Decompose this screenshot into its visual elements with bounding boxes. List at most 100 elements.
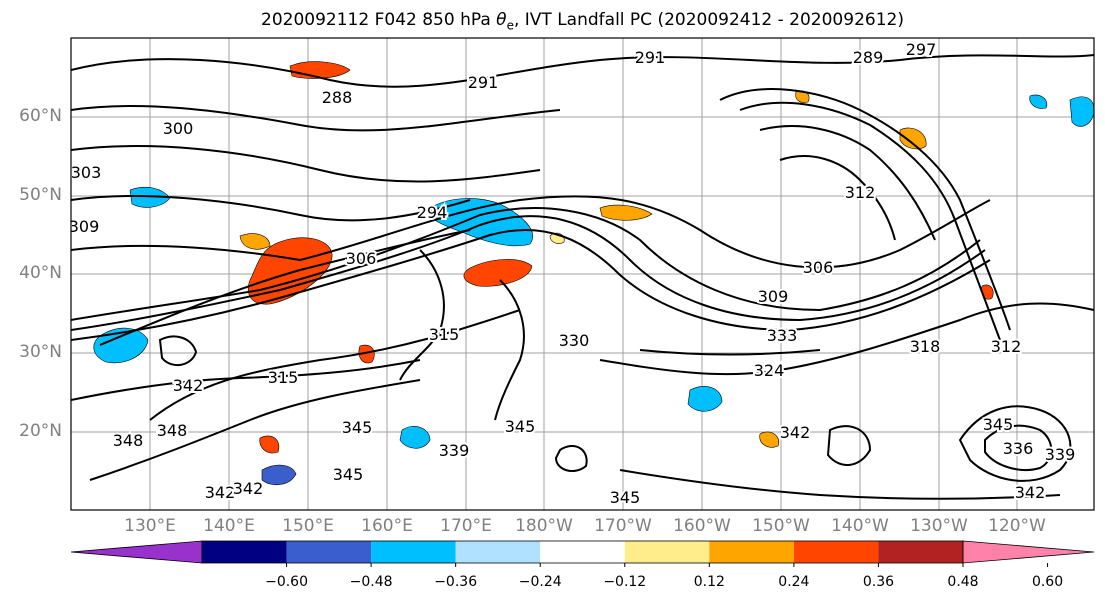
contour-label: 294 [417, 203, 448, 222]
contour-line [599, 302, 1094, 376]
colorbar-segment [202, 541, 287, 563]
colorbar-segment [878, 541, 963, 563]
latitude-label: 30°N [19, 342, 62, 362]
shaded-region [239, 233, 271, 250]
longitude-label: 130°E [124, 516, 176, 536]
contour-line [71, 105, 561, 132]
contour-label: 315 [268, 368, 299, 387]
contour-line [984, 424, 1053, 472]
theta-e-contours [71, 54, 1094, 500]
contour-label: 306 [803, 258, 834, 277]
colorbar-tick-label: 0.24 [778, 574, 810, 590]
map-frame [70, 37, 1095, 511]
contour-line [759, 125, 936, 241]
colorbar-segment [455, 541, 541, 563]
colorbar-segment [793, 541, 879, 563]
contour-label: 303 [71, 163, 102, 182]
colorbar-tick-label: 0.48 [947, 574, 979, 590]
latitude-label: 20°N [19, 421, 62, 441]
contour-label: 291 [468, 73, 499, 92]
contour-line [619, 469, 1061, 500]
title-main: 2020092112 F042 850 hPa [261, 10, 491, 30]
contour-label: 306 [346, 249, 377, 268]
contour-line [71, 359, 421, 401]
title-rest: , IVT Landfall PC (2020092412 - 20200926… [513, 10, 904, 30]
contour-label: 345 [983, 415, 1014, 434]
contour-label: 297 [906, 40, 937, 59]
contour-line [71, 195, 991, 269]
longitude-label: 150°E [282, 516, 334, 536]
contour-label: 336 [1003, 439, 1034, 458]
shaded-region [399, 426, 431, 449]
contour-label: 288 [322, 88, 353, 107]
title-theta-sub: e [506, 18, 514, 33]
contour-line [494, 279, 525, 421]
map-canvas: 300 303 309 288 291 291 289 297 294 306 312 306 309 3… [69, 37, 1095, 511]
colorbar-tick-label: 0.36 [862, 574, 895, 590]
contour-label: 345 [610, 488, 641, 507]
latitude-label: 60°N [19, 106, 62, 126]
colorbar-extend-low [70, 540, 203, 564]
contour-line [71, 215, 986, 331]
contour-line [958, 405, 1072, 482]
contour-line [71, 228, 991, 341]
contour-line [89, 379, 421, 481]
contour-line [399, 249, 445, 381]
shaded-region [463, 259, 533, 287]
contour-line [719, 88, 1011, 331]
contour-label: 342 [205, 483, 236, 502]
contour-line [158, 335, 198, 367]
contour-label: 342 [780, 423, 811, 442]
contour-line [779, 155, 896, 241]
shaded-region [899, 127, 927, 150]
latitude-label: 40°N [19, 263, 62, 283]
map-title: 2020092112 F042 850 hPa θe, IVT Landfall… [0, 10, 1105, 32]
contour-label: 309 [758, 287, 789, 306]
contour-label: 315 [429, 325, 460, 344]
contour-label: 339 [439, 441, 470, 460]
contour-label: 318 [910, 337, 941, 356]
colorbar-tick-label: 0.12 [693, 574, 725, 590]
contour-line [739, 101, 1001, 341]
colorbar-segment [371, 541, 456, 563]
longitude-label: 170°E [440, 516, 492, 536]
contour-labels: 300 303 309 288 291 291 289 297 294 306 312 306 309 3… [69, 38, 1077, 509]
colorbar-segment [540, 541, 625, 563]
contour-label: 345 [505, 417, 536, 436]
contour-label: 342 [233, 479, 264, 498]
shaded-region [93, 327, 149, 364]
latitude-label: 50°N [19, 185, 62, 205]
contour-label: 312 [991, 337, 1022, 356]
longitude-label: 160°E [361, 516, 413, 536]
contour-label: 348 [113, 431, 144, 450]
shaded-region [261, 464, 297, 486]
contour-label: 330 [559, 331, 590, 350]
colorbar-tick-label: 0.60 [1031, 574, 1064, 590]
longitude-label: 140°E [203, 516, 255, 536]
longitude-label: 120°W [988, 516, 1046, 536]
colorbar-extend-high [962, 540, 1095, 564]
longitude-label: 150°W [752, 516, 810, 536]
colorbar-segment [286, 541, 372, 563]
contour-label: 342 [1015, 483, 1046, 502]
colorbar-segment [624, 541, 710, 563]
contour-label: 291 [635, 48, 666, 67]
contour-label: 348 [157, 421, 188, 440]
colorbar-frame [201, 540, 964, 564]
longitude-label: 180°W [515, 516, 573, 536]
contour-line [99, 229, 471, 346]
contour-line [71, 145, 541, 183]
contour-label: 333 [767, 326, 798, 345]
shaded-region [358, 344, 375, 364]
contour-label: 342 [173, 376, 204, 395]
contour-label: 300 [163, 119, 194, 138]
colorbar-segment [709, 541, 794, 563]
contour-line [71, 207, 981, 321]
contour-line [149, 309, 521, 421]
contour-label: 309 [69, 217, 100, 236]
title-theta: θ [496, 10, 507, 30]
longitude-label: 170°W [594, 516, 652, 536]
contour-line [71, 54, 1094, 88]
contour-label: 289 [853, 48, 884, 67]
